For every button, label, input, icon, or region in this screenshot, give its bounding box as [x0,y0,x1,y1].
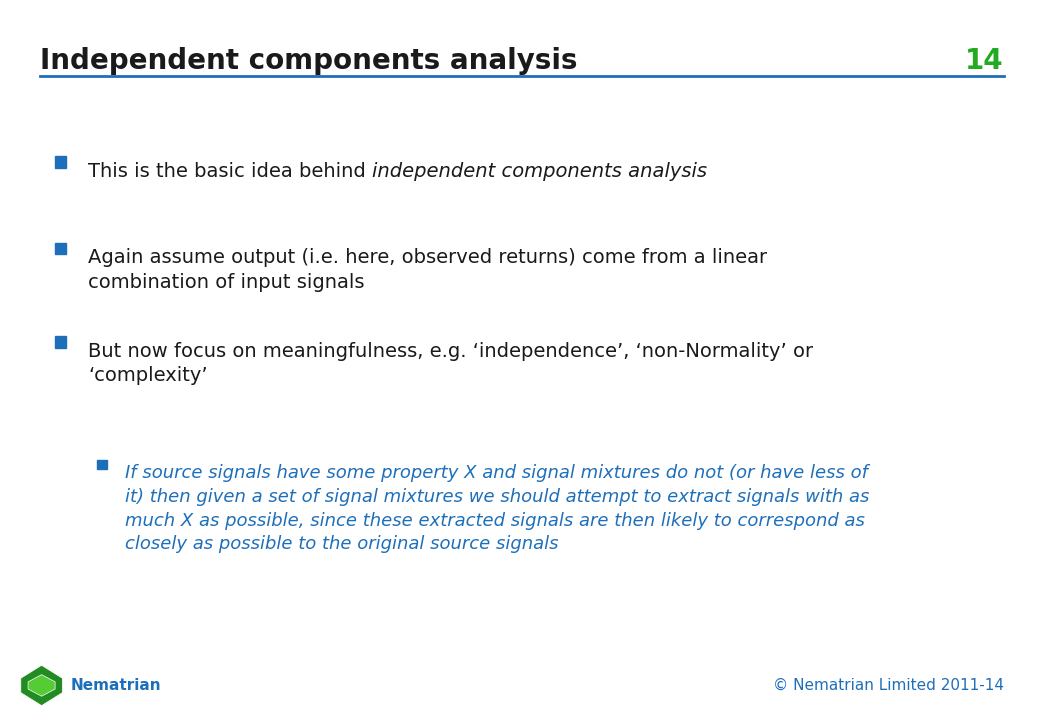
FancyBboxPatch shape [55,243,67,254]
Text: Nematrian: Nematrian [71,678,161,693]
Polygon shape [28,675,55,696]
Text: Again assume output (i.e. here, observed returns) come from a linear
combination: Again assume output (i.e. here, observed… [88,248,768,292]
Text: 14: 14 [965,47,1004,75]
FancyBboxPatch shape [55,336,67,348]
FancyBboxPatch shape [55,156,67,168]
Text: This is the basic idea behind: This is the basic idea behind [88,162,372,181]
FancyBboxPatch shape [98,460,106,469]
Text: But now focus on meaningfulness, e.g. ‘independence’, ‘non-Normality’ or
‘comple: But now focus on meaningfulness, e.g. ‘i… [88,342,813,385]
Text: Independent components analysis: Independent components analysis [40,47,577,75]
Polygon shape [21,665,62,706]
Text: independent components analysis: independent components analysis [372,162,707,181]
Text: © Nematrian Limited 2011-14: © Nematrian Limited 2011-14 [773,678,1004,693]
Text: If source signals have some property X and signal mixtures do not (or have less : If source signals have some property X a… [125,464,869,553]
